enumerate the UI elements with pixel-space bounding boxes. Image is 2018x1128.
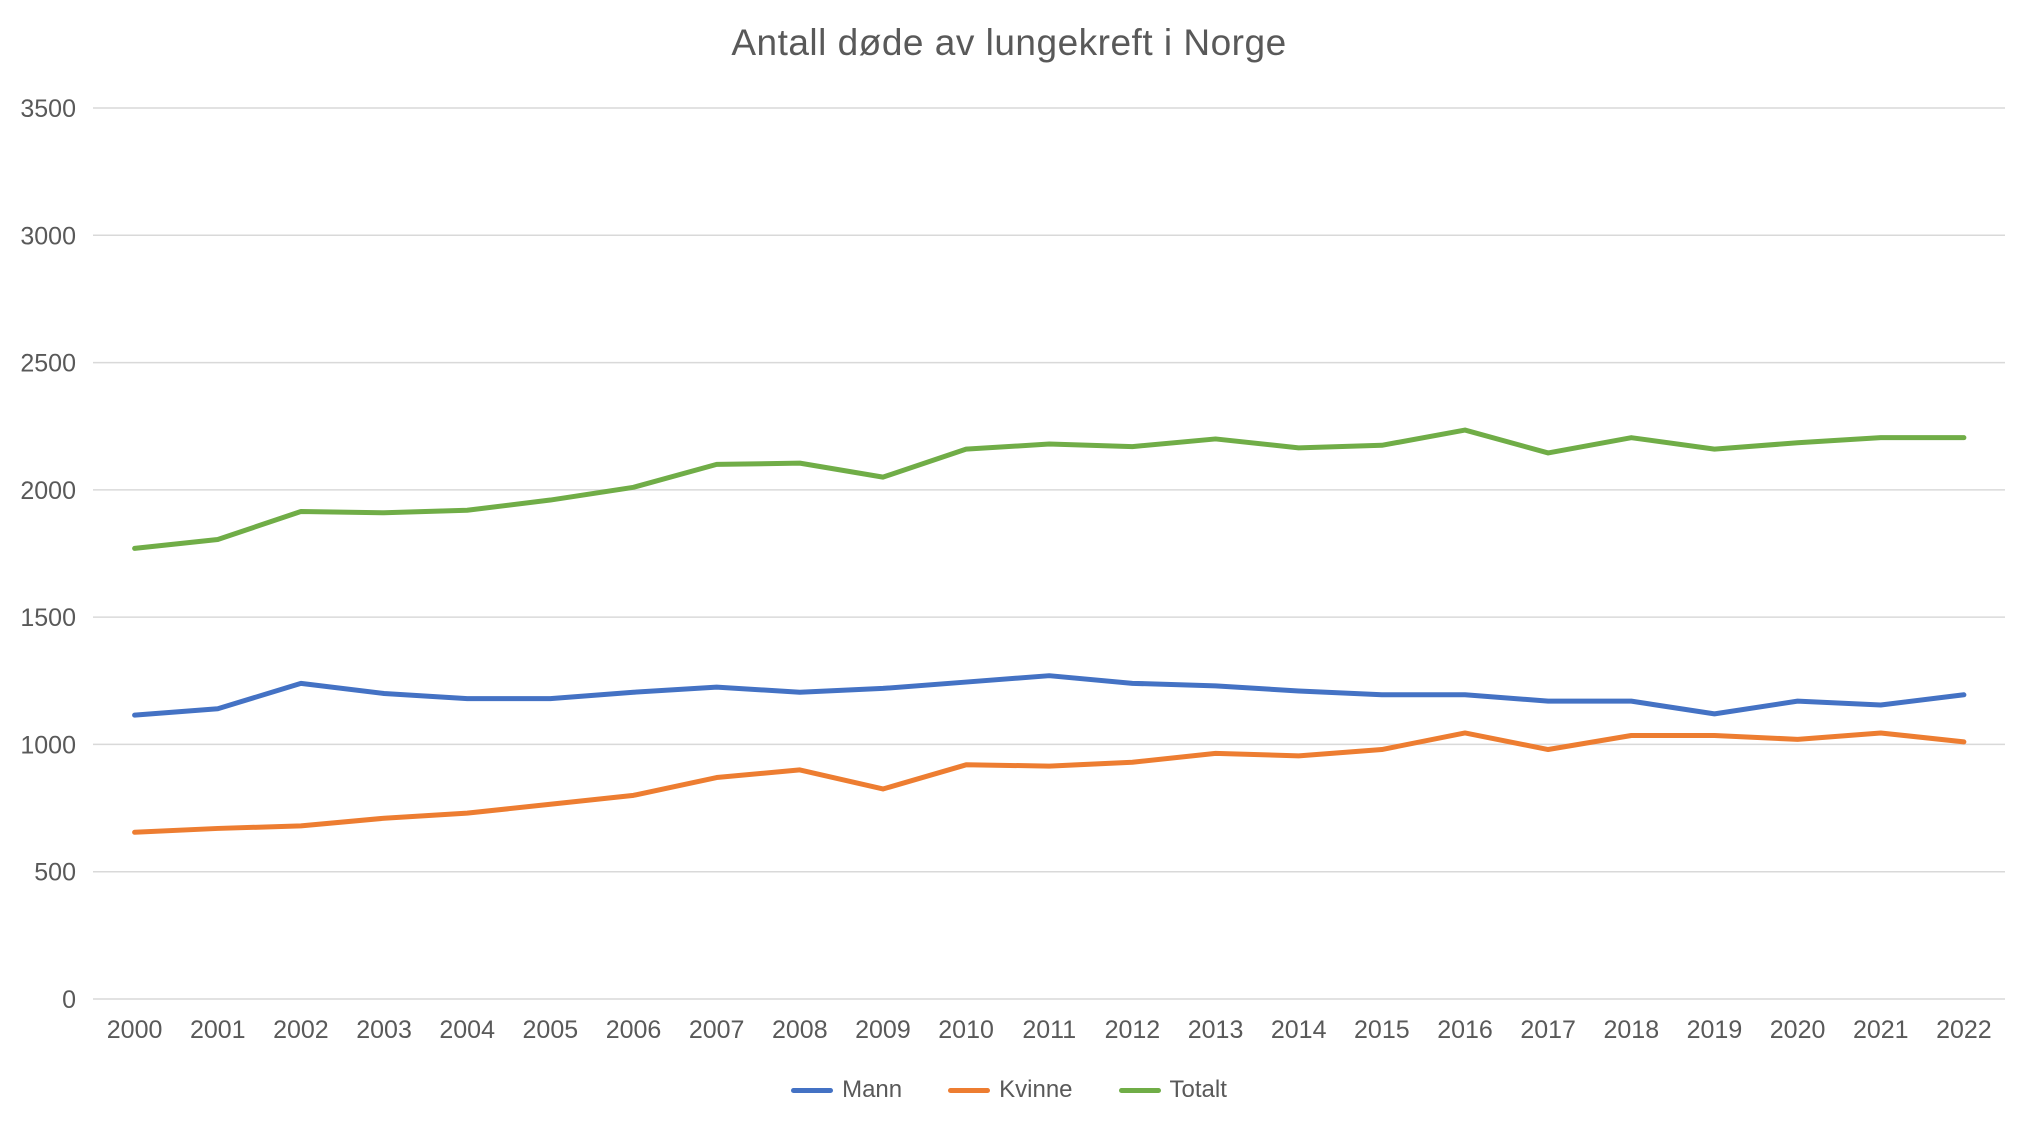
- x-tick-label: 2011: [1022, 1016, 1076, 1044]
- x-tick-label: 2018: [1603, 1016, 1659, 1044]
- y-tick-label: 3000: [20, 222, 76, 250]
- y-tick-label: 1000: [20, 731, 76, 759]
- x-tick-label: 2012: [1105, 1016, 1161, 1044]
- x-tick-label: 2013: [1188, 1016, 1244, 1044]
- legend-label-totalt: Totalt: [1169, 1076, 1227, 1103]
- series-line-kvinne: [132, 730, 1967, 835]
- x-tick-label: 2014: [1271, 1016, 1327, 1044]
- chart-title: Antall døde av lungekreft i Norge: [731, 22, 1287, 63]
- legend-item-kvinne: Kvinne: [948, 1076, 1073, 1104]
- x-tick-label: 2008: [772, 1016, 828, 1044]
- x-tick-label: 2009: [855, 1016, 911, 1044]
- y-tick-label: 2500: [20, 350, 76, 378]
- y-tick-label: 2000: [20, 477, 76, 505]
- y-tick-label: 3500: [20, 95, 76, 123]
- legend-item-totalt: Totalt: [1118, 1076, 1227, 1104]
- x-tick-label: 2004: [439, 1016, 495, 1044]
- series-line-mann: [132, 673, 1967, 718]
- x-tick-label: 2021: [1853, 1016, 1909, 1044]
- legend-item-mann: Mann: [791, 1076, 902, 1104]
- y-tick-label: 500: [34, 859, 76, 887]
- x-tick-label: 2010: [938, 1016, 994, 1044]
- mann-line-swatch-icon: [791, 1087, 834, 1093]
- series-line-totalt: [132, 427, 1967, 551]
- x-tick-label: 2003: [356, 1016, 412, 1044]
- x-tick-label: 2015: [1354, 1016, 1410, 1044]
- x-tick-label: 2017: [1520, 1016, 1576, 1044]
- x-tick-label: 2016: [1437, 1016, 1493, 1044]
- x-tick-label: 2019: [1687, 1016, 1743, 1044]
- x-tick-label: 2005: [523, 1016, 579, 1044]
- x-tick-label: 2001: [190, 1016, 246, 1044]
- x-tick-label: 2006: [606, 1016, 662, 1044]
- y-tick-label: 0: [62, 986, 76, 1014]
- legend-label-mann: Mann: [842, 1076, 903, 1103]
- legend-label-kvinne: Kvinne: [999, 1076, 1073, 1103]
- legend: Mann Kvinne Totalt: [0, 1076, 2018, 1104]
- x-tick-label: 2000: [107, 1016, 163, 1044]
- kvinne-line-swatch-icon: [948, 1087, 991, 1093]
- totalt-line-swatch-icon: [1118, 1087, 1161, 1093]
- y-tick-label: 1500: [20, 604, 76, 632]
- x-tick-label: 2020: [1770, 1016, 1826, 1044]
- x-tick-label: 2002: [273, 1016, 329, 1044]
- x-tick-label: 2007: [689, 1016, 745, 1044]
- x-tick-label: 2022: [1936, 1016, 1992, 1044]
